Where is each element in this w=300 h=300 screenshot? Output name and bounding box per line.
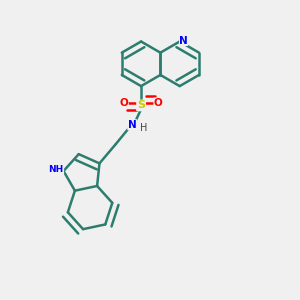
Text: H: H <box>140 123 147 133</box>
Text: N: N <box>128 120 136 130</box>
Text: N: N <box>179 36 188 46</box>
Text: O: O <box>154 98 163 108</box>
Text: O: O <box>119 98 128 108</box>
Text: S: S <box>137 100 145 110</box>
Text: NH: NH <box>49 165 64 174</box>
